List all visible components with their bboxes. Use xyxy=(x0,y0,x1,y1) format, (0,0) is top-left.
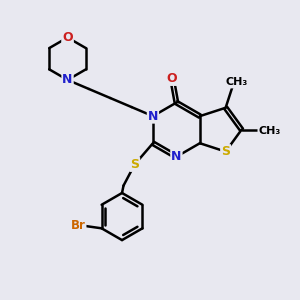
Text: Br: Br xyxy=(70,219,86,232)
Text: S: S xyxy=(130,158,139,171)
Text: N: N xyxy=(62,74,73,86)
Text: N: N xyxy=(171,150,182,163)
Text: O: O xyxy=(62,31,73,44)
Text: CH₃: CH₃ xyxy=(225,77,248,88)
Text: N: N xyxy=(148,110,158,123)
Text: S: S xyxy=(221,145,230,158)
Text: CH₃: CH₃ xyxy=(258,126,281,136)
Text: O: O xyxy=(167,72,177,85)
